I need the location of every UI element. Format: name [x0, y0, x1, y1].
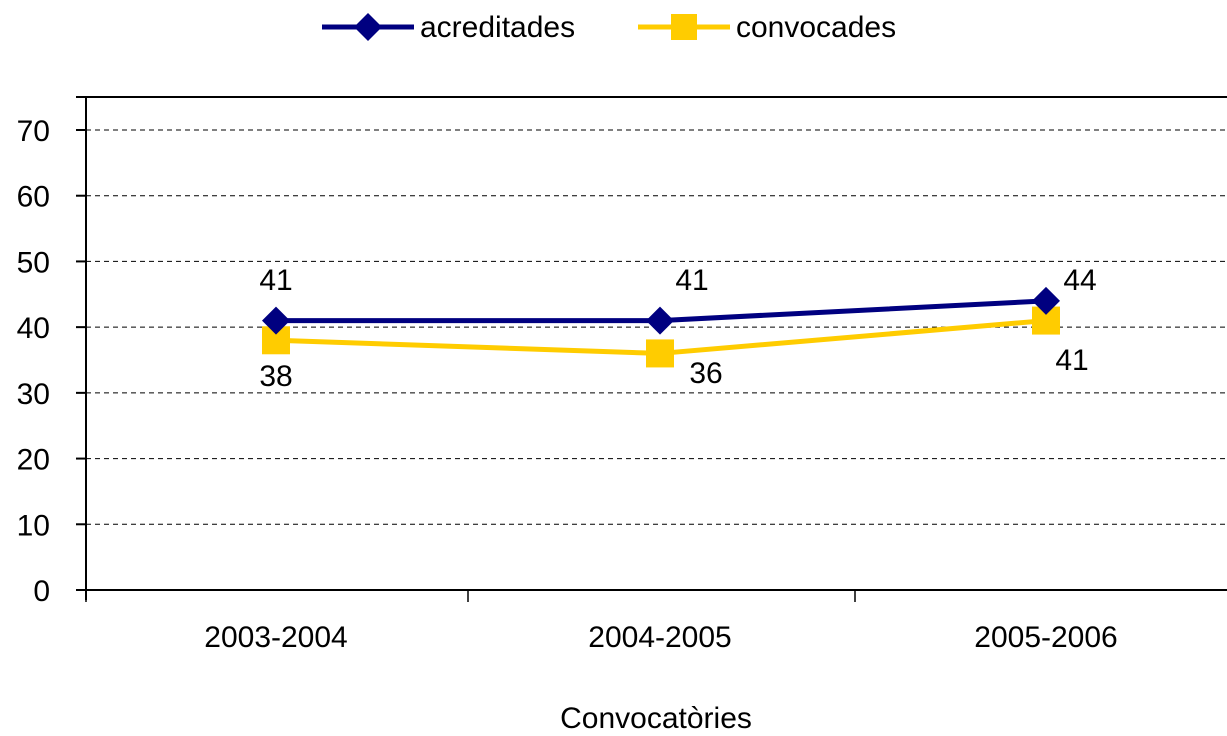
legend-marker-convocades [671, 14, 697, 40]
data-label-convocades-2005-2006: 41 [1055, 344, 1088, 377]
legend-marker-acreditades [354, 13, 382, 41]
marker-acreditades-2004-2005 [646, 306, 674, 335]
data-label-acreditades-2005-2006: 44 [1063, 264, 1096, 297]
y-tick-label-60: 60 [17, 181, 50, 214]
data-label-acreditades-2004-2005: 41 [675, 264, 708, 297]
y-tick-label-0: 0 [33, 575, 50, 608]
x-axis-ticks: 2003-2004 2004-2005 2005-2006 [85, 590, 1118, 654]
x-tick-label-2005-2006: 2005-2006 [974, 621, 1117, 654]
marker-convocades-2004-2005 [646, 339, 674, 368]
data-label-acreditades-2003-2004: 41 [259, 264, 292, 297]
y-tick-label-10: 10 [17, 509, 50, 542]
y-axis-ticks: 0 10 20 30 40 50 60 70 [17, 115, 86, 608]
y-tick-label-50: 50 [17, 246, 50, 279]
x-tick-label-2003-2004: 2003-2004 [204, 621, 347, 654]
data-label-convocades-2003-2004: 38 [259, 360, 292, 393]
legend-item-acreditades: acreditades [322, 11, 575, 44]
axes [76, 96, 1227, 600]
y-tick-label-30: 30 [17, 378, 50, 411]
y-tick-label-40: 40 [17, 312, 50, 345]
legend-item-convocades: convocades [638, 11, 896, 44]
chart-legend: acreditades convocades [322, 11, 896, 44]
series-layer [262, 286, 1060, 368]
marker-acreditades-2005-2006 [1032, 286, 1060, 315]
y-tick-label-70: 70 [17, 115, 50, 148]
x-axis-title: Convocatòries [560, 702, 752, 731]
data-labels: 41 41 44 38 36 41 [259, 264, 1096, 393]
x-tick-label-2004-2005: 2004-2005 [588, 621, 731, 654]
marker-acreditades-2003-2004 [262, 306, 290, 335]
legend-label-convocades: convocades [736, 11, 896, 44]
y-tick-label-20: 20 [17, 444, 50, 477]
legend-label-acreditades: acreditades [420, 11, 575, 44]
data-label-convocades-2004-2005: 36 [689, 357, 722, 390]
